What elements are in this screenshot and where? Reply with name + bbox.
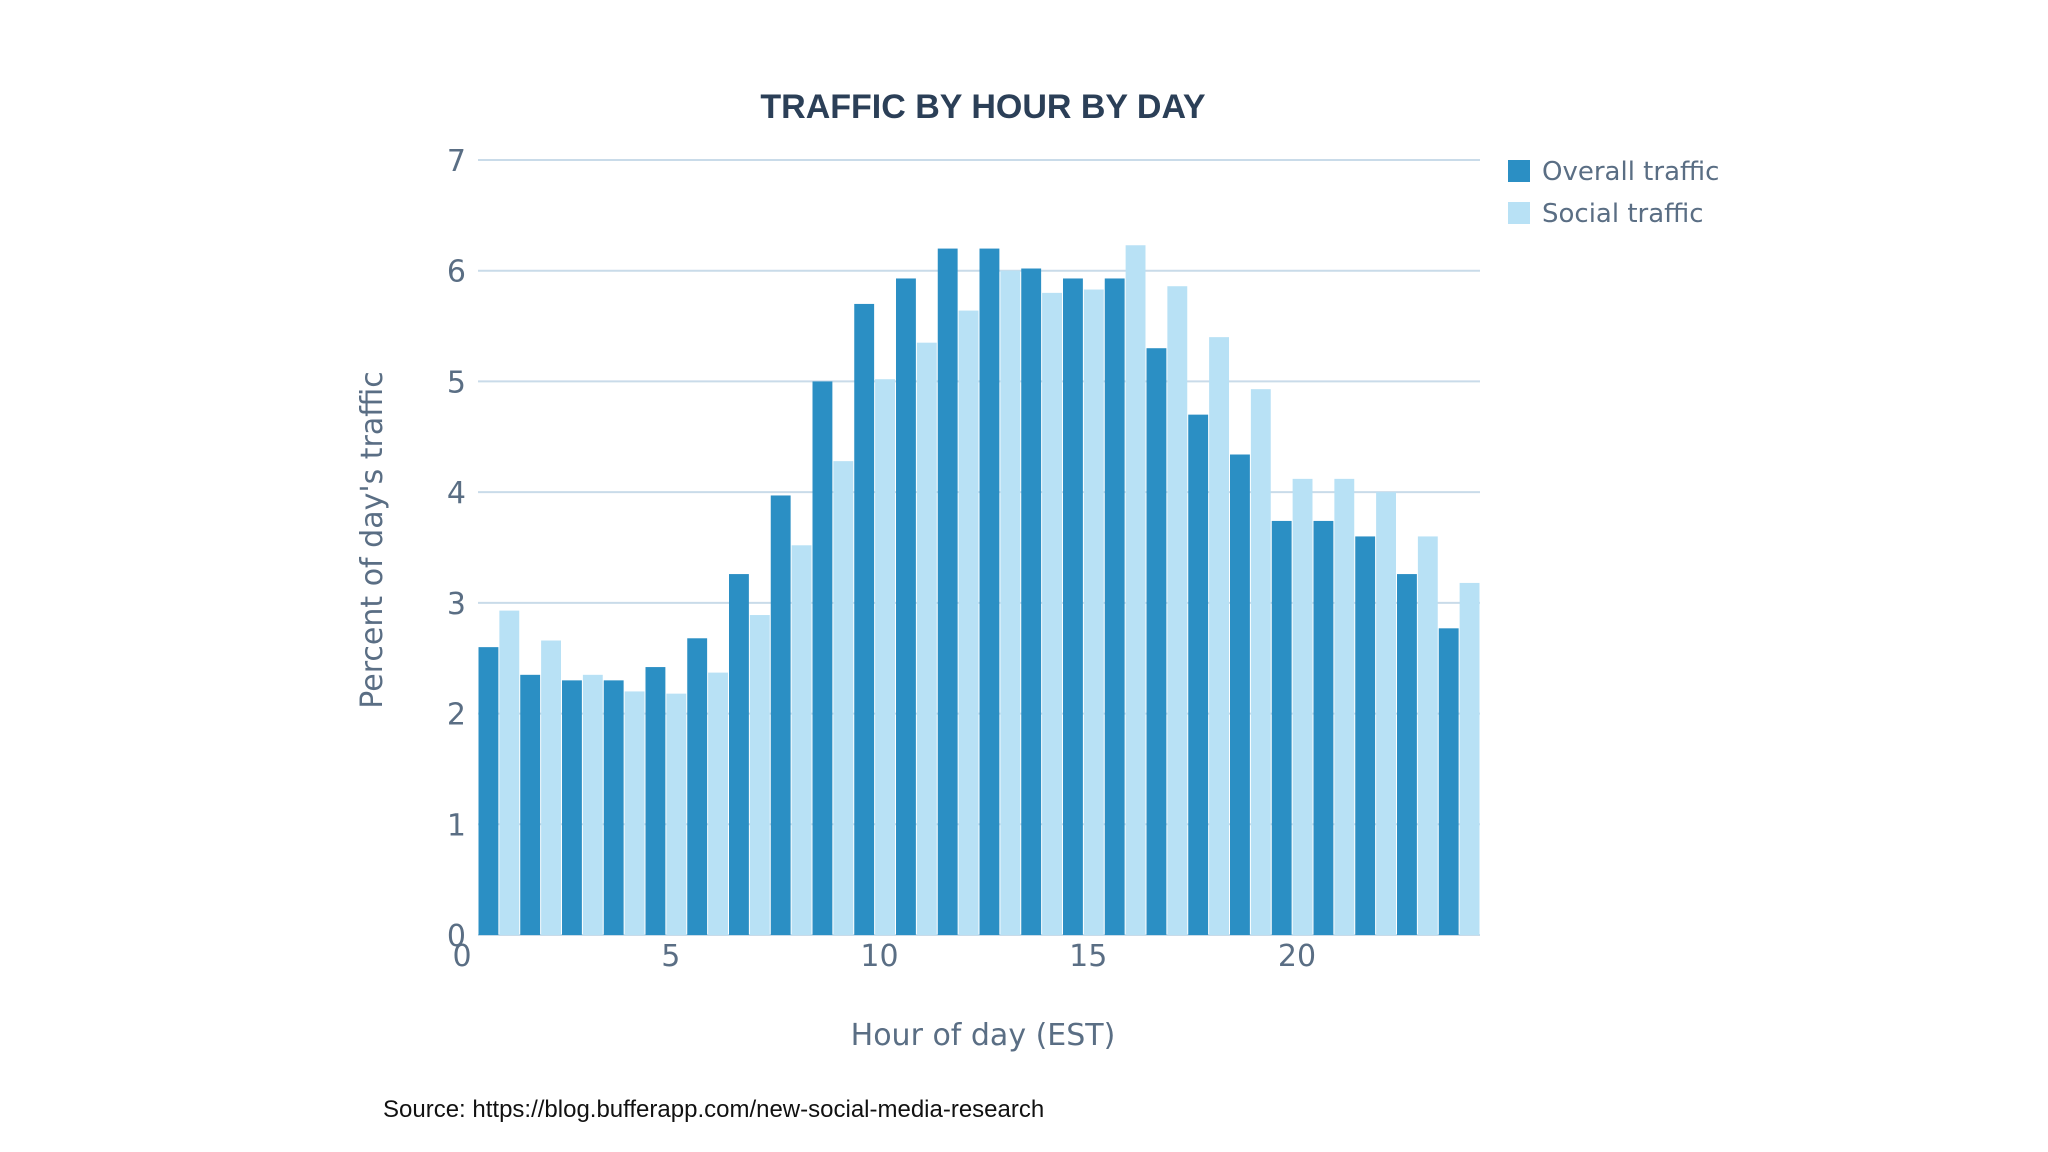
bar-social-11: [958, 310, 979, 936]
bar-social-22: [1417, 536, 1438, 935]
y-tick-label: 6: [447, 255, 466, 290]
bar-overall-15: [1104, 278, 1125, 935]
bar-social-14: [1083, 289, 1104, 935]
y-axis-ticks: 0 1 2 3 4 5 6 7: [447, 144, 466, 954]
bar-social-10: [916, 342, 937, 935]
bar-overall-9: [854, 303, 875, 935]
x-tick-label: 0: [452, 939, 471, 974]
bar-social-17: [1209, 337, 1229, 936]
bar-social-23: [1459, 582, 1480, 935]
bar-social-4: [666, 693, 687, 935]
bar-social-12: [1000, 270, 1021, 935]
x-tick-label: 15: [1069, 939, 1107, 974]
bar-social-3: [624, 691, 645, 935]
y-tick-label: 3: [447, 587, 466, 622]
bar-overall-1: [520, 674, 541, 935]
bar-overall-10: [896, 278, 916, 935]
bar-social-20: [1334, 478, 1355, 935]
bar-overall-17: [1188, 414, 1209, 936]
bars: [478, 245, 1480, 936]
bar-social-19: [1292, 478, 1313, 935]
bar-overall-21: [1355, 536, 1376, 935]
bar-overall-16: [1146, 348, 1167, 935]
y-tick-label: 2: [447, 698, 466, 733]
bar-social-16: [1167, 286, 1188, 935]
bar-overall-22: [1397, 574, 1417, 935]
grid-lines: [478, 159, 1480, 936]
bar-overall-6: [729, 574, 749, 935]
legend-swatch-social: [1508, 202, 1530, 224]
y-tick-label: 7: [447, 144, 466, 179]
legend: Overall traffic Social traffic: [1508, 157, 1719, 229]
bar-social-6: [749, 615, 770, 935]
bar-overall-23: [1438, 628, 1459, 935]
bar-social-21: [1376, 492, 1396, 935]
legend-label-social: Social traffic: [1542, 199, 1704, 229]
bar-social-15: [1125, 245, 1146, 935]
x-axis-label: Hour of day (EST): [851, 1018, 1116, 1053]
bar-social-18: [1250, 389, 1271, 935]
bar-overall-12: [979, 248, 1000, 936]
y-tick-label: 5: [447, 365, 466, 400]
legend-label-overall: Overall traffic: [1542, 157, 1719, 187]
bar-social-8: [833, 461, 854, 935]
bar-overall-19: [1271, 520, 1292, 935]
bar-overall-20: [1313, 520, 1334, 935]
bar-overall-3: [603, 680, 624, 935]
bar-social-7: [791, 545, 812, 935]
x-tick-label: 20: [1278, 939, 1316, 974]
x-tick-label: 5: [661, 939, 680, 974]
bar-social-2: [582, 674, 603, 935]
y-tick-label: 4: [447, 476, 466, 511]
chart-title: TRAFFIC BY HOUR BY DAY: [760, 88, 1206, 126]
bar-overall-2: [562, 680, 582, 935]
bar-overall-5: [687, 638, 708, 935]
bar-overall-18: [1230, 454, 1250, 935]
bar-social-0: [499, 610, 520, 935]
bar-overall-11: [937, 248, 958, 936]
y-axis-label: Percent of day's traffic: [355, 371, 390, 708]
x-tick-label: 10: [860, 939, 898, 974]
bar-overall-4: [645, 667, 666, 935]
bar-overall-8: [812, 381, 833, 935]
bar-overall-0: [478, 647, 499, 935]
bar-social-13: [1042, 292, 1062, 935]
bar-social-5: [708, 672, 728, 935]
x-axis-ticks: 0 5 10 15 20: [452, 939, 1316, 974]
bar-overall-7: [770, 495, 791, 935]
bar-social-9: [875, 379, 895, 935]
bar-overall-13: [1021, 268, 1042, 935]
y-tick-label: 1: [447, 808, 466, 843]
y-tick-label: 0: [447, 919, 466, 954]
bar-overall-14: [1063, 278, 1083, 935]
source-note: Source: https://blog.bufferapp.com/new-s…: [383, 1096, 1045, 1123]
legend-swatch-overall: [1508, 160, 1530, 182]
bar-social-1: [541, 640, 561, 935]
